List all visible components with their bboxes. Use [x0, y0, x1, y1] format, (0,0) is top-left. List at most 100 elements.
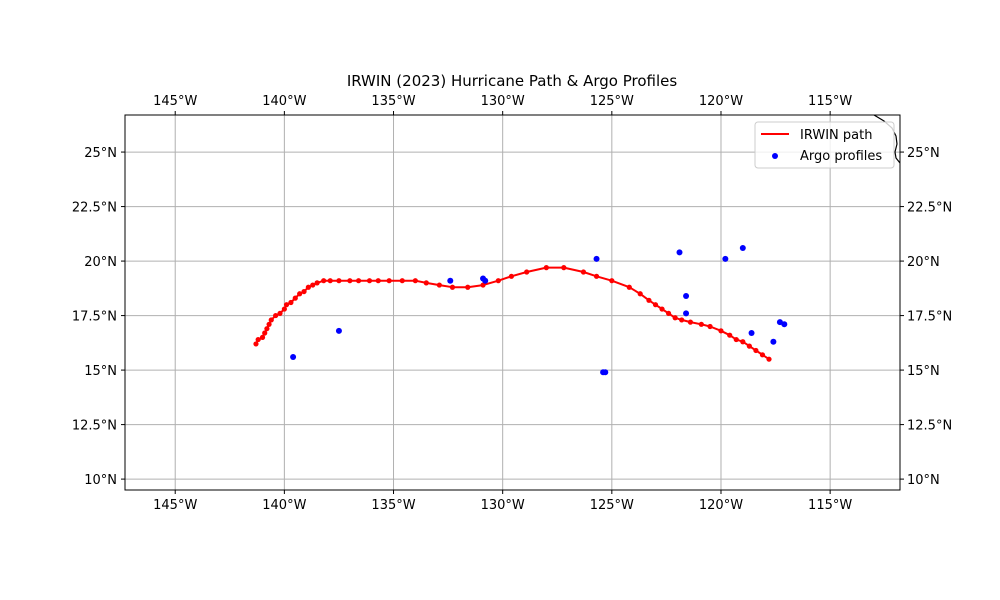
path-point — [465, 284, 471, 290]
path-point — [259, 334, 266, 340]
y-tick-label-right: 12.5°N — [907, 419, 952, 434]
argo-point — [676, 249, 683, 256]
y-tick-label-left: 25°N — [84, 146, 117, 161]
path-point — [436, 282, 442, 288]
path-point — [386, 278, 392, 284]
path-point — [399, 278, 405, 284]
argo-point — [593, 255, 600, 262]
path-point — [283, 302, 290, 308]
argo-point — [683, 310, 690, 317]
argo-point — [722, 255, 729, 262]
argo-point — [748, 330, 755, 337]
path-point — [327, 278, 333, 284]
path-point — [253, 341, 259, 347]
y-tick-label-right: 17.5°N — [907, 310, 952, 325]
argo-point — [739, 244, 746, 251]
path-point — [637, 291, 643, 297]
legend-argo-label: Argo profiles — [800, 149, 882, 164]
y-tick-label-left: 17.5°N — [72, 310, 117, 325]
y-tick-label-left: 10°N — [84, 473, 117, 488]
x-tick-label-bottom: 140°W — [262, 498, 306, 513]
path-point — [679, 317, 685, 323]
x-tick-label-bottom: 145°W — [153, 498, 197, 513]
argo-point — [482, 277, 489, 284]
path-point — [707, 323, 713, 330]
path-point — [543, 265, 549, 271]
path-point — [672, 315, 678, 321]
argo-point — [602, 369, 609, 376]
x-tick-label-bottom: 130°W — [481, 498, 525, 513]
x-tick-label-top: 115°W — [808, 94, 852, 109]
path-point — [281, 306, 287, 312]
path-point — [355, 278, 362, 284]
path-point — [314, 280, 320, 286]
y-tick-label-left: 12.5°N — [72, 419, 117, 434]
path-point — [733, 336, 739, 343]
plot-frame — [124, 114, 901, 491]
x-tick-label-top: 120°W — [699, 94, 743, 109]
path-point — [266, 321, 272, 327]
y-tick-label-right: 10°N — [907, 473, 940, 488]
path-point — [746, 343, 752, 349]
axis-ticks: 145°W 145°W 140°W 140°W 135°W 135°W 130°W 130°W… — [72, 94, 952, 513]
legend: IRWIN path Argo profiles — [754, 121, 895, 169]
path-point — [264, 326, 270, 332]
path-point — [659, 306, 665, 312]
argo-profiles — [290, 244, 788, 376]
argo-point — [335, 327, 342, 334]
y-tick-label-left: 15°N — [84, 364, 117, 379]
path-point — [609, 278, 615, 284]
y-tick-label-right: 25°N — [907, 146, 940, 161]
x-tick-label-top: 145°W — [153, 94, 197, 109]
argo-point — [447, 277, 454, 284]
path-point — [687, 319, 694, 325]
path-point — [321, 278, 327, 284]
legend-argo-swatch — [772, 153, 778, 159]
path-point — [626, 284, 632, 290]
path-point — [292, 295, 298, 301]
legend-box — [754, 121, 895, 169]
path-point — [336, 278, 342, 284]
path-point — [646, 297, 652, 303]
path-point — [375, 278, 381, 284]
path-point — [366, 278, 373, 284]
path-point — [593, 273, 600, 279]
path-point — [412, 278, 418, 284]
path-point — [580, 269, 587, 275]
y-tick-label-left: 22.5°N — [72, 201, 117, 216]
path-point — [480, 282, 486, 288]
legend-path-label: IRWIN path — [800, 128, 872, 143]
path-point — [268, 317, 274, 323]
hurricane-path — [253, 265, 772, 362]
map-title: IRWIN (2023) Hurricane Path & Argo Profi… — [347, 72, 678, 90]
path-point — [524, 269, 530, 275]
x-tick-label-top: 125°W — [590, 94, 634, 109]
path-point — [740, 339, 746, 345]
gridlines — [125, 115, 900, 490]
path-point — [718, 328, 724, 334]
y-tick-label-right: 20°N — [907, 255, 940, 270]
path-point — [508, 273, 515, 279]
path-point — [347, 278, 353, 284]
path-point — [698, 321, 704, 327]
path-point — [273, 312, 279, 319]
path-point — [301, 288, 307, 295]
path-point — [665, 310, 672, 317]
path-point — [423, 280, 429, 286]
path-point — [727, 332, 733, 338]
path-point — [277, 310, 283, 317]
path-point — [753, 347, 759, 354]
path-point — [262, 330, 268, 336]
y-tick-label-right: 15°N — [907, 364, 940, 379]
x-tick-label-top: 140°W — [262, 94, 306, 109]
path-point — [652, 302, 659, 308]
path-point — [759, 352, 766, 358]
path-point — [297, 291, 303, 297]
path-point — [449, 284, 456, 290]
argo-point — [781, 321, 788, 328]
argo-point — [290, 354, 297, 361]
x-tick-label-top: 130°W — [481, 94, 525, 109]
path-point — [561, 265, 567, 271]
